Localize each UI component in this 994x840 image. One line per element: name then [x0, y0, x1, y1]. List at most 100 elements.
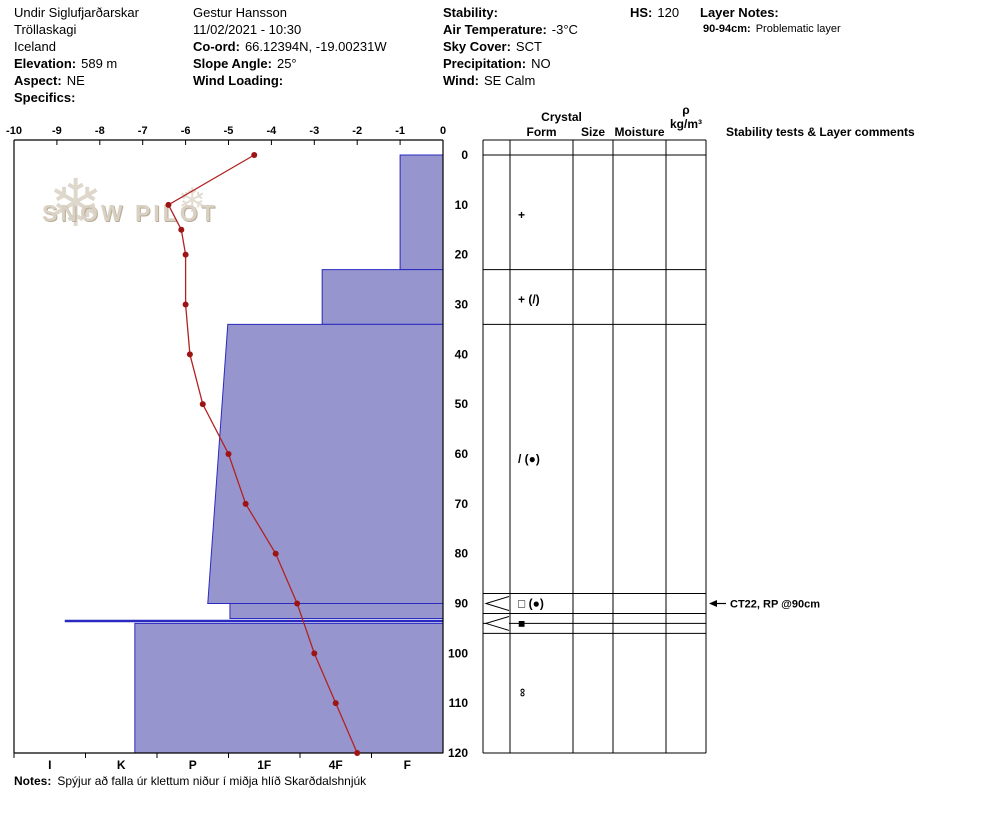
depth-axis: 0 10 20 30 40 50 60 70 80 90 100 110 120	[448, 148, 468, 760]
density-symbol-header: ρ	[682, 103, 690, 117]
hardness-bars	[64, 154, 444, 754]
depth-tick-label: 110	[449, 696, 469, 710]
temp-tick-label: -5	[224, 125, 234, 137]
wind-loading-label: Wind Loading:	[193, 73, 284, 88]
hardness-tick-label: K	[117, 758, 126, 772]
stability-label: Stability:	[443, 5, 498, 20]
temp-tick-label: -8	[95, 125, 105, 137]
depth-tick-label: 70	[455, 497, 469, 511]
temperature-point	[354, 750, 361, 756]
notes-text: Spýjur að falla úr klettum niður í miðja…	[57, 774, 367, 788]
hardness-axis: I K P 1F 4F F	[13, 753, 411, 772]
layer-note-text: Problematic layer	[755, 23, 841, 35]
hardness-bar	[321, 269, 444, 325]
site-name: Undir Siglufjarðarskar	[14, 5, 139, 20]
aspect-value: NE	[66, 73, 85, 88]
layer-marker-notch	[484, 596, 510, 611]
snowpilot-watermark: ❄ ❄ SNOW PILOT	[40, 170, 270, 256]
sky-cover-label: Sky Cover:	[443, 39, 511, 54]
air-temp-value: -3°C	[551, 22, 578, 37]
site-info: Undir Siglufjarðarskar Tröllaskagi Icela…	[14, 4, 139, 106]
aspect-label: Aspect:	[14, 73, 62, 88]
slope-angle: Slope Angle: 25°	[193, 55, 387, 72]
slope-angle-label: Slope Angle:	[193, 56, 272, 71]
precipitation-particles-icon: +	[518, 208, 525, 222]
slope-angle-value: 25°	[276, 56, 297, 71]
hardness-bar	[399, 154, 444, 271]
precipitation: Precipitation: NO	[443, 55, 578, 72]
sky-cover: Sky Cover: SCT	[443, 38, 578, 55]
air-temperature: Air Temperature: -3°C	[443, 21, 578, 38]
wind-value: SE Calm	[483, 73, 536, 88]
temperature-point	[311, 650, 318, 657]
temperature-point	[199, 401, 206, 408]
temp-tick-label: -1	[395, 125, 405, 137]
stability-test-label: CT22, RP @90cm	[730, 599, 820, 611]
depth-tick-label: 100	[448, 646, 468, 660]
coord-label: Co-ord:	[193, 39, 240, 54]
test-arrowhead-icon	[709, 600, 717, 607]
hs-value: 120	[657, 5, 680, 20]
temperature-point	[186, 351, 193, 358]
wind-label: Wind:	[443, 73, 479, 88]
depth-tick-label: 0	[461, 148, 468, 162]
depth-tick-label: 90	[455, 597, 469, 611]
temp-tick-label: -9	[52, 125, 62, 137]
temperature-point	[332, 700, 339, 707]
depth-tick-label: 120	[448, 746, 468, 760]
site-elevation: Elevation: 589 m	[14, 55, 139, 72]
watermark-text: SNOW PILOT	[42, 200, 218, 226]
panel-grid	[482, 139, 707, 754]
hardness-bar	[229, 603, 444, 619]
depth-tick-label: 60	[455, 447, 469, 461]
hardness-tick-label: F	[404, 758, 411, 772]
site-aspect: Aspect: NE	[14, 72, 139, 89]
stability: Stability:	[443, 4, 578, 21]
temp-tick-label: -6	[181, 125, 191, 137]
depth-tick-label: 80	[455, 547, 469, 561]
temp-tick-label: -10	[6, 125, 22, 137]
site-specifics: Specifics:	[14, 89, 139, 106]
temp-tick-label: -2	[352, 125, 362, 137]
temperature-point	[182, 251, 189, 258]
form-column-header: Form	[526, 125, 557, 139]
temperature-point	[165, 201, 172, 208]
ice-layer-icon: ■	[518, 616, 525, 630]
decomposing-rounds-icon: / (●)	[518, 452, 540, 466]
coord-value: 66.12394N, -19.00231W	[244, 39, 387, 54]
layer-note: 90-94cm: Problematic layer	[703, 21, 841, 37]
size-column-header: Size	[580, 125, 605, 139]
coordinates: Co-ord: 66.12394N, -19.00231W	[193, 38, 387, 55]
layer-notes: Layer Notes: 90-94cm: Problematic layer	[700, 4, 841, 37]
observer-name: Gestur Hansson	[193, 5, 287, 20]
layer-notes-label: Layer Notes:	[700, 5, 779, 20]
observer-info: Gestur Hansson 11/02/2021 - 10:30 Co-ord…	[193, 4, 387, 89]
temperature-point	[225, 451, 232, 457]
crystal-column-header: Crystal	[541, 110, 582, 124]
temp-tick-label: -7	[138, 125, 148, 137]
hardness-tick-label: P	[189, 758, 197, 772]
depth-tick-label: 10	[455, 198, 469, 212]
elevation-label: Elevation:	[14, 56, 77, 71]
temp-tick-label: -4	[267, 125, 278, 137]
hs-label: HS:	[630, 5, 653, 20]
depth-tick-label: 40	[455, 347, 469, 361]
hardness-tick-label: 1F	[257, 758, 271, 772]
temp-tick-label: -3	[309, 125, 319, 137]
layer-marker-notch	[484, 615, 510, 631]
temperature-point	[251, 152, 258, 158]
precipitation-decomposing-icon: + (/)	[518, 293, 540, 307]
comments-column-header: Stability tests & Layer comments	[726, 125, 915, 139]
wind-loading: Wind Loading:	[193, 72, 387, 89]
pit-notes: Notes: Spýjur að falla úr klettum niður í…	[14, 774, 366, 788]
moisture-column-header: Moisture	[614, 125, 665, 139]
observation-datetime: 11/02/2021 - 10:30	[193, 22, 302, 37]
temperature-point	[294, 600, 301, 607]
site-country: Iceland	[14, 39, 56, 54]
site-region: Tröllaskagi	[14, 22, 77, 37]
hardness-tick-label: I	[48, 758, 51, 772]
snow-height: HS: 120	[630, 4, 679, 21]
depth-tick-label: 50	[455, 397, 469, 411]
temperature-point	[242, 500, 249, 507]
